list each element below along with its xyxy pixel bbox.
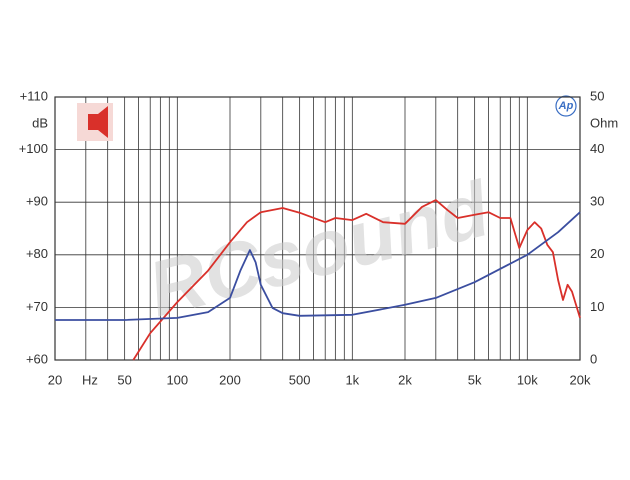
y-tick-label: +90: [26, 194, 48, 209]
x-tick-label: 50: [117, 372, 131, 387]
x-tick-label: 1k: [345, 372, 359, 387]
x-tick-label: 2k: [398, 372, 412, 387]
y-tick-label: +80: [26, 246, 48, 261]
x-tick-label: 20k: [570, 372, 591, 387]
y2-tick-label: 0: [590, 351, 597, 366]
y2-tick-label: 40: [590, 141, 604, 156]
y-tick-label: +110: [20, 88, 48, 103]
y-tick-label: +70: [26, 299, 48, 314]
plot-frame: [54, 96, 581, 361]
y2-tick-label: 30: [590, 194, 604, 209]
y-tick-label: +100: [19, 141, 48, 156]
y2-tick-label: 10: [590, 299, 604, 314]
y-tick-label: +60: [26, 351, 48, 366]
x-tick-label: 500: [289, 372, 311, 387]
y2-tick-label: 50: [590, 88, 604, 103]
x-tick-label: 20: [48, 372, 62, 387]
logo: Ap: [558, 100, 574, 112]
series-line: [55, 211, 581, 321]
speaker-icon: [77, 103, 113, 141]
x-tick-label: 100: [166, 372, 188, 387]
x-tick-label: 200: [219, 372, 241, 387]
x-axis-label: Hz: [82, 372, 98, 387]
x-tick-label: 5k: [468, 372, 482, 387]
y2-tick-label: 20: [590, 246, 604, 261]
series-line: [132, 199, 581, 361]
x-tick-label: 10k: [517, 372, 538, 387]
logo-ring: [555, 95, 577, 117]
y2-axis-label: Ohm: [590, 115, 618, 130]
y-axis-label: dB: [32, 115, 48, 130]
